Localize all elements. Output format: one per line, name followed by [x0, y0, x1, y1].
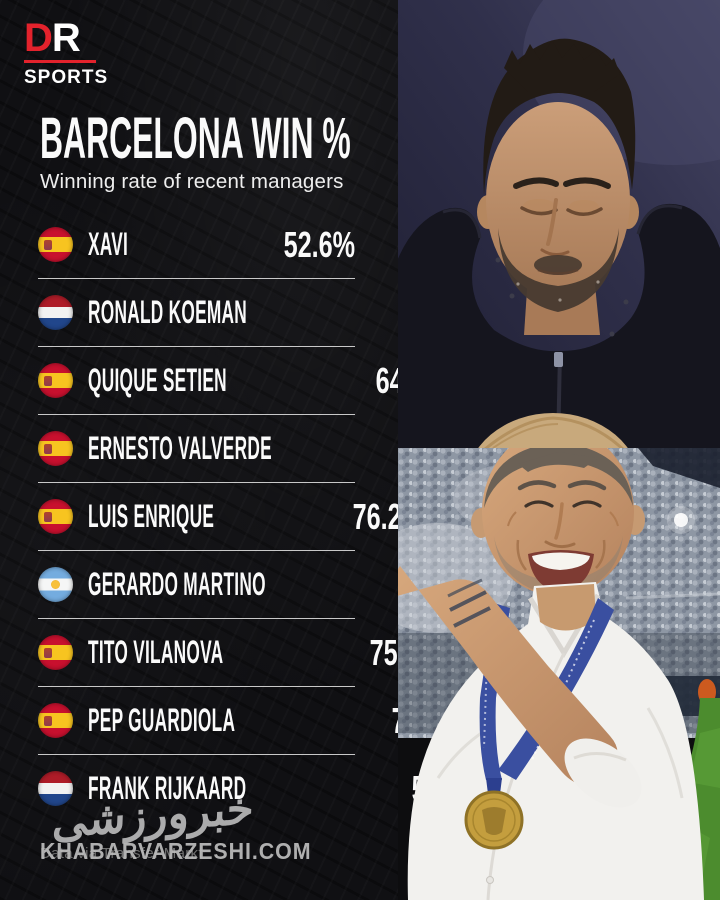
manager-name-wrap: ERNESTO VALVERDE [88, 430, 429, 467]
logo-letter-d: D [24, 16, 53, 60]
gray-hair [484, 448, 633, 508]
spain-flag-icon [38, 703, 73, 738]
logo-wordmark: DR [24, 18, 108, 58]
managers-list: XAVI 52.6% RONALD KOEMAN 59.7% QUIQUE SE… [38, 211, 531, 822]
page-subtitle: Winning rate of recent managers [40, 170, 344, 193]
teeth [532, 552, 590, 570]
logo-letter-r: R [51, 16, 81, 60]
spain-flag-icon [38, 363, 73, 398]
spain-flag-icon [38, 635, 73, 670]
page-title: BARCELONA WIN % [40, 110, 605, 168]
xavi-beard [498, 228, 619, 312]
trophy-engraving [482, 807, 506, 835]
manager-name: RONALD KOEMAN [88, 294, 248, 330]
manager-win-pct: 52.6% [283, 223, 355, 265]
squinting-eye [524, 500, 554, 508]
xavi-illustration [398, 0, 720, 448]
eyebrow [563, 177, 611, 189]
manager-row: LUIS ENRIQUE 76.2% [38, 483, 424, 551]
manager-row: XAVI 52.6% [38, 211, 355, 279]
luis-enrique-illustration [398, 448, 720, 900]
netherlands-flag-icon [38, 295, 73, 330]
manager-name: QUIQUE SETIEN [88, 362, 227, 398]
manager-name-wrap: QUIQUE SETIEN [88, 362, 345, 399]
manager-name-wrap: GERARDO MARTINO [88, 566, 417, 603]
manager-row: QUIQUE SETIEN 64.0% [38, 347, 447, 415]
manager-row: PEP GUARDIOLA 72.5% [38, 687, 463, 755]
manager-name: FRANK RIJKAARD [88, 770, 247, 806]
dr-sports-logo: DR SPORTS [24, 18, 108, 89]
left-panel: DR SPORTS BARCELONA WIN % Winning rate o… [0, 0, 531, 900]
closed-eye [566, 207, 603, 216]
manager-name-wrap: LUIS ENRIQUE [88, 498, 322, 535]
stadium-light [674, 513, 688, 527]
source-note: Data via Transfer Markt [40, 845, 203, 862]
stubble [494, 536, 623, 596]
eyebrow [567, 480, 607, 491]
manager-row: ERNESTO VALVERDE 66.9% [38, 415, 531, 483]
manager-name: PEP GUARDIOLA [88, 702, 236, 738]
argentina-flag-icon [38, 567, 73, 602]
spain-flag-icon [38, 227, 73, 262]
manager-name-wrap: XAVI [88, 226, 162, 263]
photo-luis-enrique [398, 448, 720, 900]
manager-name-wrap: PEP GUARDIOLA [88, 702, 361, 739]
photo-xavi [398, 0, 720, 448]
xavi-jacket [398, 203, 720, 448]
netherlands-flag-icon [38, 771, 73, 806]
manager-row: TITO VILANOVA 75.0% [38, 619, 441, 687]
manager-name: GERARDO MARTINO [88, 566, 266, 602]
watermark-url: KHABARVARZESHI.COM [40, 838, 312, 864]
squinting-eye [572, 500, 602, 508]
logo-sports-label: SPORTS [24, 67, 109, 88]
spain-flag-icon [38, 431, 73, 466]
raised-arm [398, 566, 618, 785]
eyebrow [517, 480, 557, 491]
manager-name: LUIS ENRIQUE [88, 498, 215, 534]
shirt-button [486, 876, 494, 884]
manager-win-pct-wrap: 52.6% [253, 224, 355, 266]
spain-flag-icon [38, 499, 73, 534]
logo-underline [24, 60, 96, 63]
manager-name: ERNESTO VALVERDE [88, 430, 272, 466]
manager-name: TITO VILANOVA [88, 634, 224, 670]
manager-name-wrap: TITO VILANOVA [88, 634, 339, 671]
page-title-text: BARCELONA WIN % [40, 106, 351, 171]
manager-row: RONALD KOEMAN 59.7% [38, 279, 485, 347]
manager-row: GERARDO MARTINO 67.8% [38, 551, 519, 619]
manager-name-wrap: RONALD KOEMAN [88, 294, 382, 331]
manager-name-wrap: FRANK RIJKAARD [88, 770, 381, 807]
eyebrow [513, 177, 559, 189]
mouth [537, 268, 579, 275]
foreground-head [478, 413, 628, 448]
zipper-pull [554, 352, 563, 367]
wrist-tattoo [449, 590, 487, 612]
manager-name: XAVI [88, 226, 129, 262]
stand-structure [638, 448, 720, 488]
